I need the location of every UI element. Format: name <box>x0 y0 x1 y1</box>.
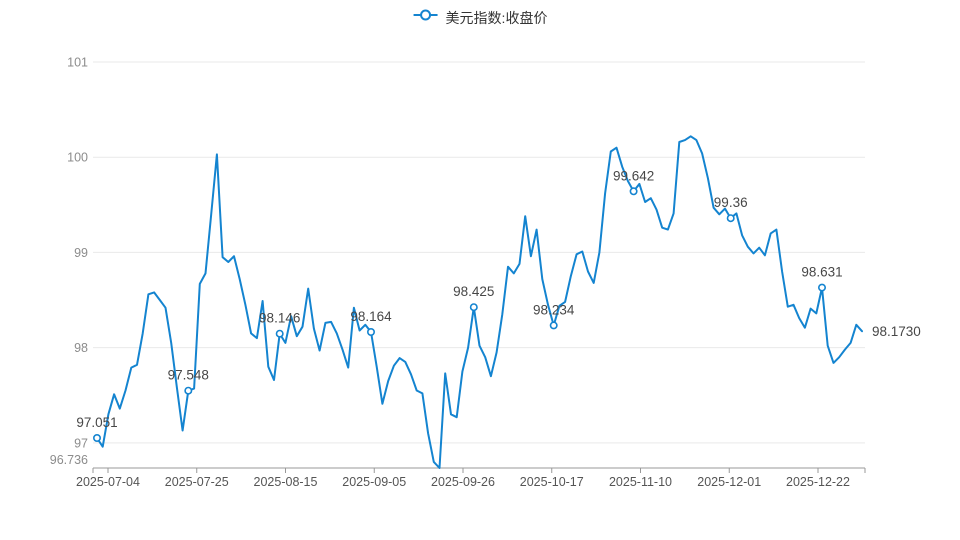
x-axis-label: 2025-10-17 <box>520 475 584 489</box>
x-axis-label: 2025-12-01 <box>697 475 761 489</box>
data-point-label: 99.36 <box>714 195 748 210</box>
data-point-label: 98.425 <box>453 284 494 299</box>
data-point-label: 99.642 <box>613 168 654 183</box>
data-point-marker[interactable] <box>629 187 638 196</box>
data-point-marker[interactable] <box>469 303 478 312</box>
y-axis-label: 98 <box>74 341 88 355</box>
y-axis-label: 101 <box>67 56 88 70</box>
y-axis-min-label: 96.736 <box>50 453 88 467</box>
data-point-marker[interactable] <box>184 386 193 395</box>
y-axis-label: 97 <box>74 436 88 450</box>
legend-item[interactable]: 美元指数:收盘价 <box>413 8 548 27</box>
data-point-label: 97.548 <box>168 368 209 383</box>
data-point-marker[interactable] <box>366 327 375 336</box>
x-axis-label: 2025-11-10 <box>609 475 672 489</box>
price-line-series[interactable] <box>96 135 863 469</box>
data-point-label: 97.051 <box>76 415 117 430</box>
x-axis-label: 2025-07-04 <box>76 475 140 489</box>
data-point-marker[interactable] <box>275 329 284 338</box>
line-series-legend-icon <box>413 8 439 27</box>
data-point-label: 98.146 <box>259 311 300 326</box>
x-axis-label: 2025-08-15 <box>254 475 318 489</box>
data-point-label: 98.164 <box>350 309 392 324</box>
y-axis-label: 99 <box>74 246 88 260</box>
x-axis-label: 2025-09-26 <box>431 475 495 489</box>
data-point-marker[interactable] <box>726 214 735 223</box>
x-axis-label: 2025-09-05 <box>342 475 406 489</box>
last-value-label: 98.1730 <box>872 324 921 339</box>
legend-label: 美元指数:收盘价 <box>445 9 548 26</box>
data-point-marker[interactable] <box>93 433 102 442</box>
data-point-marker[interactable] <box>549 321 558 330</box>
y-axis-label: 100 <box>67 151 88 165</box>
data-point-label: 98.631 <box>801 265 842 280</box>
data-point-marker[interactable] <box>817 283 826 292</box>
x-axis-label: 2025-07-25 <box>165 475 229 489</box>
x-axis-label: 2025-12-22 <box>786 475 850 489</box>
data-point-label: 98.234 <box>533 302 575 317</box>
